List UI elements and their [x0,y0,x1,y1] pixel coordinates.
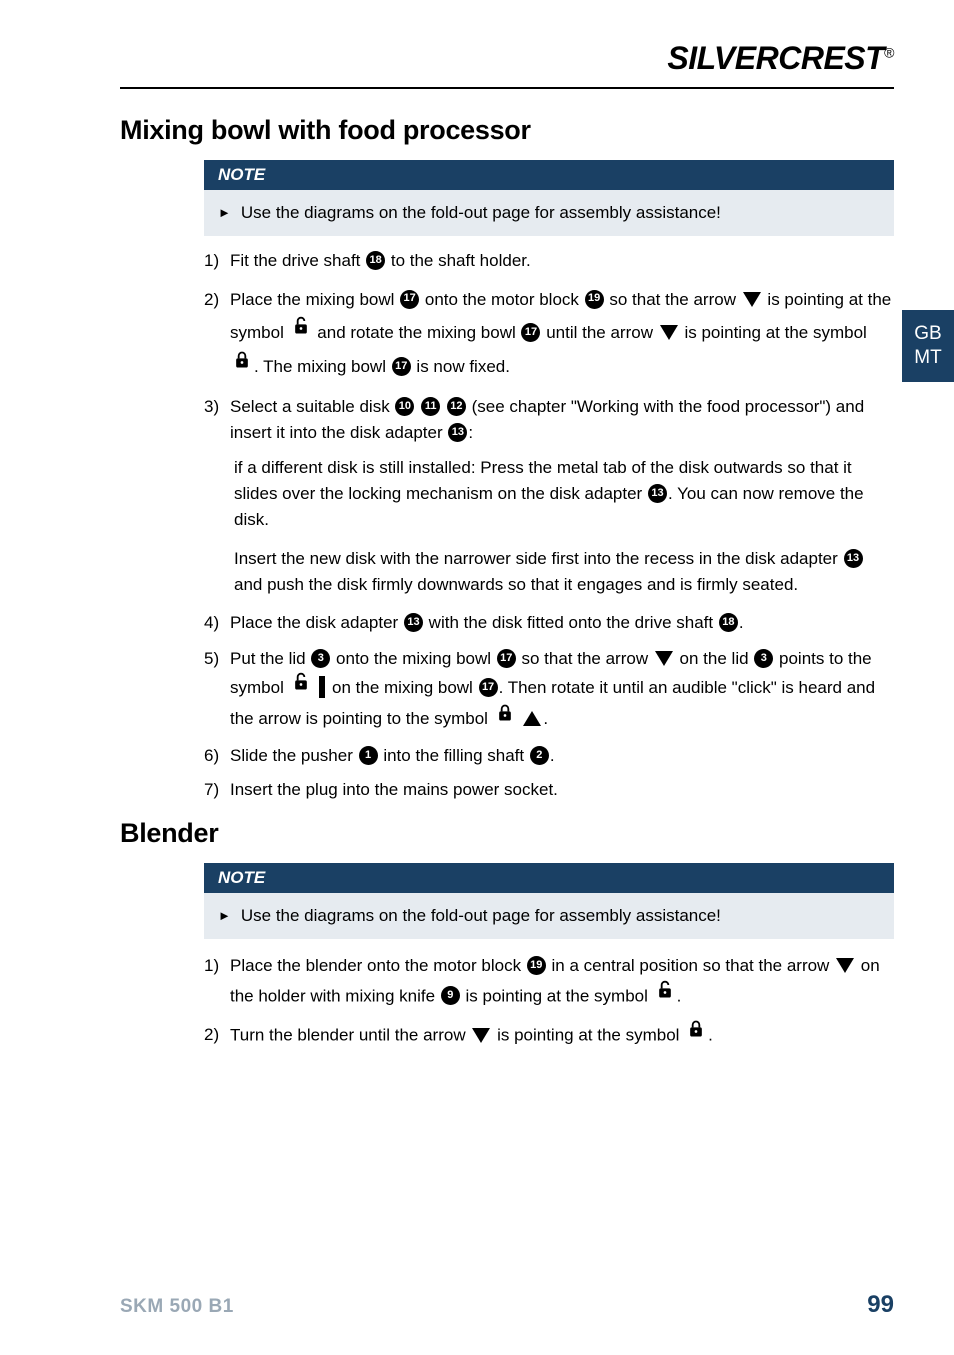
brand-name: SILVERCREST [667,40,884,76]
mixing-note-text: Use the diagrams on the fold-out page fo… [241,200,721,226]
blender-note-label: NOTE [218,868,265,887]
mixing-step-3-sub2: Insert the new disk with the narrower si… [234,546,894,599]
ref-17-icon: 17 [400,290,419,309]
ref-17-icon: 17 [497,649,516,668]
ref-3-icon: 3 [311,649,330,668]
ref-13-icon: 13 [404,613,423,632]
step-text: Fit the drive shaft 18 to the shaft hold… [230,248,894,274]
ref-17-icon: 17 [479,678,498,697]
ref-10-icon: 10 [395,397,414,416]
mixing-steps: 1) Fit the drive shaft 18 to the shaft h… [204,248,894,446]
ref-9-icon: 9 [441,986,460,1005]
header-rule [120,87,894,89]
mixing-step-4: 4) Place the disk adapter 13 with the di… [204,610,894,636]
side-tab-line2: MT [902,346,954,370]
lock-open-icon [291,315,311,348]
mixing-note-bar: NOTE [204,160,894,190]
mixing-step-3: 3) Select a suitable disk 10 11 12 (see … [204,394,894,447]
ref-12-icon: 12 [447,397,466,416]
step-text: Select a suitable disk 10 11 12 (see cha… [230,394,894,447]
step-text: Place the mixing bowl 17 onto the motor … [230,283,894,384]
lock-open-icon [291,671,311,702]
step-num: 2) [204,1020,230,1052]
step-num: 7) [204,777,230,803]
mixing-title: Mixing bowl with food processor [120,115,894,146]
step-text: Insert the plug into the mains power soc… [230,777,894,803]
ref-18-icon: 18 [366,251,385,270]
arrow-down-icon [655,651,673,666]
tab-icon [319,676,325,698]
lock-closed-icon [232,349,252,382]
blender-step-2: 2) Turn the blender until the arrow is p… [204,1020,894,1052]
brand-logo: SILVERCREST® [120,40,894,83]
step-num: 4) [204,610,230,636]
footer-model: SKM 500 B1 [120,1296,234,1318]
footer: SKM 500 B1 99 [120,1291,894,1319]
lock-closed-icon [686,1018,706,1050]
step-text: Turn the blender until the arrow is poin… [230,1020,894,1052]
blender-steps: 1) Place the blender onto the motor bloc… [204,951,894,1052]
step-text: Put the lid 3 onto the mixing bowl 17 so… [230,645,894,735]
lock-open-icon [655,979,675,1011]
step-num: 6) [204,743,230,769]
blender-note-bar: NOTE [204,863,894,893]
ref-11-icon: 11 [421,397,440,416]
page-content: SILVERCREST® GB MT Mixing bowl with food… [0,0,954,1355]
blender-note-text: Use the diagrams on the fold-out page fo… [241,903,721,929]
mixing-step-1: 1) Fit the drive shaft 18 to the shaft h… [204,248,894,274]
lock-closed-icon [495,702,515,733]
blender-title: Blender [120,818,894,849]
ref-2-icon: 2 [530,746,549,765]
mixing-note-label: NOTE [218,165,265,184]
ref-17-icon: 17 [521,323,540,342]
step-num: 2) [204,283,230,384]
mixing-step-3-sub1: if a different disk is still installed: … [234,455,894,534]
mixing-note-body: ► Use the diagrams on the fold-out page … [204,190,894,236]
arrow-down-icon [660,325,678,340]
mixing-step-5: 5) Put the lid 3 onto the mixing bowl 17… [204,645,894,735]
ref-13-icon: 13 [448,423,467,442]
step-text: Place the blender onto the motor block 1… [230,951,894,1013]
ref-13-icon: 13 [844,549,863,568]
ref-3-icon: 3 [754,649,773,668]
ref-17-icon: 17 [392,357,411,376]
arrow-up-icon [523,711,541,726]
mixing-step-2: 2) Place the mixing bowl 17 onto the mot… [204,283,894,384]
arrow-down-icon [836,958,854,973]
ref-18-icon: 18 [719,613,738,632]
step-num: 5) [204,645,230,735]
ref-1-icon: 1 [359,746,378,765]
side-tab-line1: GB [902,322,954,346]
footer-page: 99 [867,1291,894,1319]
mixing-step-6: 6) Slide the pusher 1 into the filling s… [204,743,894,769]
step-num: 1) [204,951,230,1013]
blender-note-body: ► Use the diagrams on the fold-out page … [204,893,894,939]
step-text: Slide the pusher 1 into the filling shaf… [230,743,894,769]
step-num: 1) [204,248,230,274]
brand-reg: ® [884,44,894,60]
ref-13-icon: 13 [648,484,667,503]
blender-step-1: 1) Place the blender onto the motor bloc… [204,951,894,1013]
arrow-down-icon [472,1028,490,1043]
ref-19-icon: 19 [585,290,604,309]
bullet-icon: ► [218,203,231,226]
ref-19-icon: 19 [527,956,546,975]
bullet-icon: ► [218,906,231,929]
arrow-down-icon [743,292,761,307]
step-text: Place the disk adapter 13 with the disk … [230,610,894,636]
side-tab: GB MT [902,310,954,382]
step-num: 3) [204,394,230,447]
mixing-steps-cont: 4) Place the disk adapter 13 with the di… [204,610,894,803]
mixing-step-7: 7) Insert the plug into the mains power … [204,777,894,803]
